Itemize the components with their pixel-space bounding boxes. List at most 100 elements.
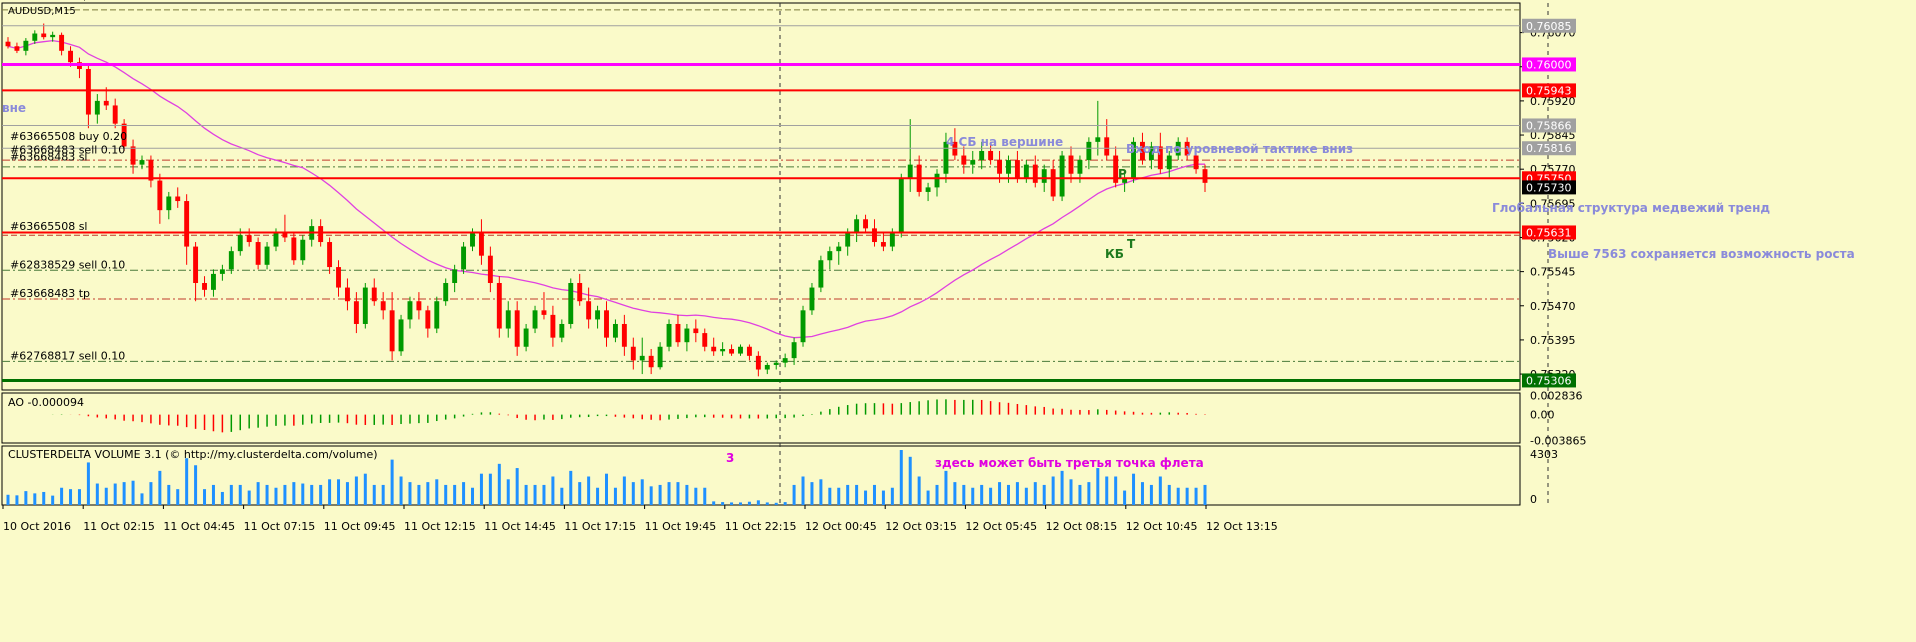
volume-bar-100	[899, 450, 903, 505]
volume-bar-6	[60, 487, 64, 505]
volume-bar-40	[363, 473, 367, 505]
volume-bar-34	[310, 484, 314, 505]
candle-105	[943, 132, 949, 183]
time-label-0: 10 Oct 2016	[3, 520, 71, 533]
price-tick-label-7: 0.75545	[1530, 266, 1576, 279]
candle-body-57	[514, 310, 520, 347]
candle-27	[246, 228, 252, 247]
candle-86	[773, 360, 779, 370]
volume-pane-frame	[1, 445, 1521, 506]
candle-49	[443, 278, 449, 306]
candle-59	[532, 305, 538, 334]
candle-body-22	[202, 283, 207, 290]
price-tick-label-5: 0.75695	[1530, 197, 1576, 210]
volume-bar-14	[131, 480, 135, 505]
main-pane-frame	[1, 2, 1521, 391]
candle-body-90	[809, 287, 815, 311]
volume-bar-46	[417, 484, 421, 505]
candle-41	[371, 278, 377, 306]
volume-bar-104	[935, 484, 939, 505]
volume-bar-32	[292, 482, 296, 505]
candle-3	[32, 30, 38, 44]
candle-83	[746, 344, 752, 361]
volume-bar-7	[69, 489, 73, 505]
candle-body-19	[175, 196, 181, 202]
candle-63	[568, 278, 574, 329]
volume-bar-128	[1149, 484, 1153, 505]
volume-bar-29	[265, 484, 269, 505]
volume-bar-78	[703, 487, 707, 505]
candle-body-23	[210, 273, 216, 290]
candle-body-121	[1086, 141, 1092, 161]
level-lines-layer	[2, 25, 1520, 382]
volume-bar-75	[676, 482, 680, 505]
candle-body-76	[684, 328, 690, 343]
volume-bar-134	[1203, 484, 1207, 505]
candle-body-125	[1122, 178, 1128, 183]
candle-body-130	[1166, 155, 1172, 170]
candle-55	[496, 276, 502, 338]
volume-bar-22	[203, 489, 207, 505]
volume-bar-112	[1006, 484, 1010, 505]
candle-13	[121, 119, 127, 151]
time-label-10: 12 Oct 00:45	[805, 520, 877, 533]
volume-bar-115	[1033, 482, 1037, 505]
candle-body-53	[478, 232, 484, 256]
candle-body-80	[720, 349, 726, 352]
candle-body-30	[273, 232, 279, 247]
volume-bar-116	[1042, 484, 1046, 505]
price-badge-0.75631	[1522, 225, 1576, 240]
candle-body-7	[68, 50, 73, 63]
candle-29	[264, 242, 270, 270]
volume-bar-132	[1185, 487, 1189, 505]
volume-tick-max: 4303	[1530, 448, 1558, 461]
volume-bar-120	[1078, 484, 1082, 505]
volume-bar-71	[640, 479, 644, 505]
volume-bar-122	[1096, 468, 1100, 505]
candle-body-116	[1041, 169, 1047, 183]
candle-body-48	[434, 301, 440, 329]
volume-bar-27	[247, 490, 251, 505]
candle-body-126	[1131, 141, 1136, 179]
volume-bar-77	[694, 487, 698, 505]
candle-117	[1050, 160, 1056, 202]
candle-10	[94, 94, 100, 124]
candle-body-35	[318, 226, 324, 243]
candle-body-82	[738, 346, 743, 354]
candle-body-9	[85, 69, 91, 115]
volume-bar-64	[578, 482, 582, 505]
candle-114	[1023, 160, 1029, 183]
candle-104	[934, 169, 940, 197]
candle-body-68	[612, 323, 618, 338]
order-label-5: #62838529 sell 0.10	[10, 258, 125, 271]
volume-bar-8	[77, 489, 81, 505]
candle-73	[657, 342, 663, 370]
candle-92	[827, 246, 833, 270]
candle-128	[1148, 141, 1154, 170]
candle-39	[353, 292, 359, 334]
candle-60	[541, 292, 547, 320]
candle-110	[988, 141, 994, 165]
candle-25	[228, 246, 234, 274]
volume-bar-26	[238, 484, 242, 505]
candle-body-37	[336, 267, 341, 288]
candle-103	[925, 182, 931, 202]
time-label-13: 12 Oct 08:15	[1046, 520, 1118, 533]
grid-layer	[1, 2, 1549, 506]
price-badge-0.75730	[1522, 180, 1576, 195]
candle-body-73	[657, 346, 663, 368]
candle-body-28	[255, 242, 261, 265]
candle-body-120	[1077, 160, 1083, 174]
volume-bar-39	[354, 476, 358, 505]
annotation-7: КБ	[1105, 247, 1124, 261]
candle-57	[514, 301, 520, 356]
candle-15	[139, 155, 145, 170]
candle-body-91	[818, 260, 824, 288]
price-badge-label-0: 0.76085	[1526, 20, 1572, 33]
candle-98	[880, 232, 886, 252]
volume-bar-108	[971, 487, 975, 505]
volume-bar-73	[658, 484, 662, 505]
volume-bar-93	[837, 487, 841, 505]
volume-bar-42	[381, 484, 385, 505]
candles-layer	[5, 23, 1208, 377]
